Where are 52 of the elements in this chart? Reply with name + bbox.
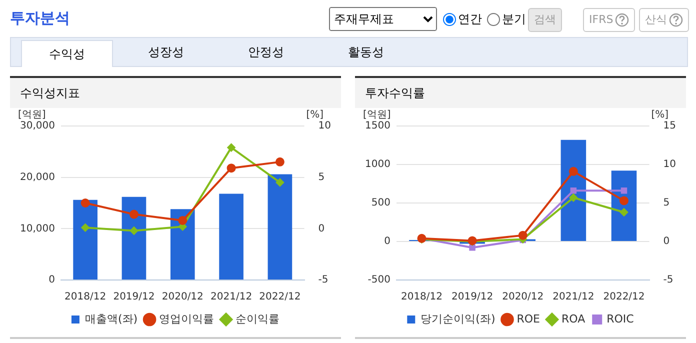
text: 분기: [501, 11, 526, 28]
y2-tick-label: 15: [663, 120, 676, 132]
chart-title: 수익성지표: [10, 78, 341, 108]
y-axis-title: [억원]: [18, 110, 46, 121]
x-tick-label: 2018/12: [400, 292, 443, 303]
x-tick-label: 2021/12: [210, 292, 252, 303]
text: 안정성: [247, 44, 285, 61]
y2-tick-label: -5: [318, 274, 328, 286]
legend-label: 영업이익률: [159, 312, 214, 326]
y-tick-label: 0: [48, 274, 55, 286]
x-tick-label: 2022/12: [603, 292, 645, 303]
x-tick-label: 2021/12: [552, 292, 594, 303]
x-tick-label: 2019/12: [113, 292, 155, 303]
y2-axis-title: [%]: [306, 110, 324, 121]
y-tick-label: 1500: [364, 120, 390, 132]
y2-tick-label: 5: [318, 172, 325, 183]
x-tick-label: 2018/12: [64, 292, 106, 303]
legend-label: 순이익률: [236, 312, 280, 326]
y2-axis-title: [%]: [651, 110, 669, 121]
y2-tick-label: 5: [663, 198, 670, 209]
text: 주재무제표: [329, 7, 437, 31]
y-tick-label: 1000: [364, 159, 390, 170]
text: 연간: [457, 11, 482, 28]
y2-tick-label: 0: [318, 223, 325, 234]
text: 투자분석: [10, 9, 70, 28]
text: 성장성: [147, 44, 185, 61]
legend-label: ROE: [516, 312, 540, 326]
y2-tick-label: -5: [663, 274, 674, 286]
y2-tick-label: 10: [318, 120, 332, 132]
y-tick-label: -500: [368, 274, 390, 286]
text: 활동성: [347, 44, 385, 61]
legend-label: ROA: [561, 312, 586, 326]
chart-title: 투자수익률: [355, 78, 686, 108]
x-tick-label: 2020/12: [502, 292, 544, 303]
text: 산식: [639, 8, 689, 32]
text: IFRS: [583, 8, 636, 32]
y-axis-title: [억원]: [363, 110, 391, 121]
x-tick-label: 2022/12: [259, 292, 301, 303]
text: 검색: [528, 8, 562, 32]
text: 수익성: [21, 40, 113, 67]
y2-tick-label: 10: [663, 159, 676, 170]
y-tick-label: 500: [371, 198, 390, 209]
y-tick-label: 10,000: [20, 223, 55, 234]
x-tick-label: 2019/12: [452, 292, 494, 303]
x-tick-label: 2020/12: [162, 292, 204, 303]
y-tick-label: 20,000: [20, 172, 55, 183]
y2-tick-label: 0: [663, 236, 670, 248]
y-tick-label: 0: [384, 236, 390, 248]
legend-label: 매출액(좌): [84, 312, 138, 326]
legend-label: ROIC: [606, 312, 634, 326]
y-tick-label: 30,000: [20, 120, 55, 132]
legend-label: 당기순이익(좌): [420, 312, 496, 326]
